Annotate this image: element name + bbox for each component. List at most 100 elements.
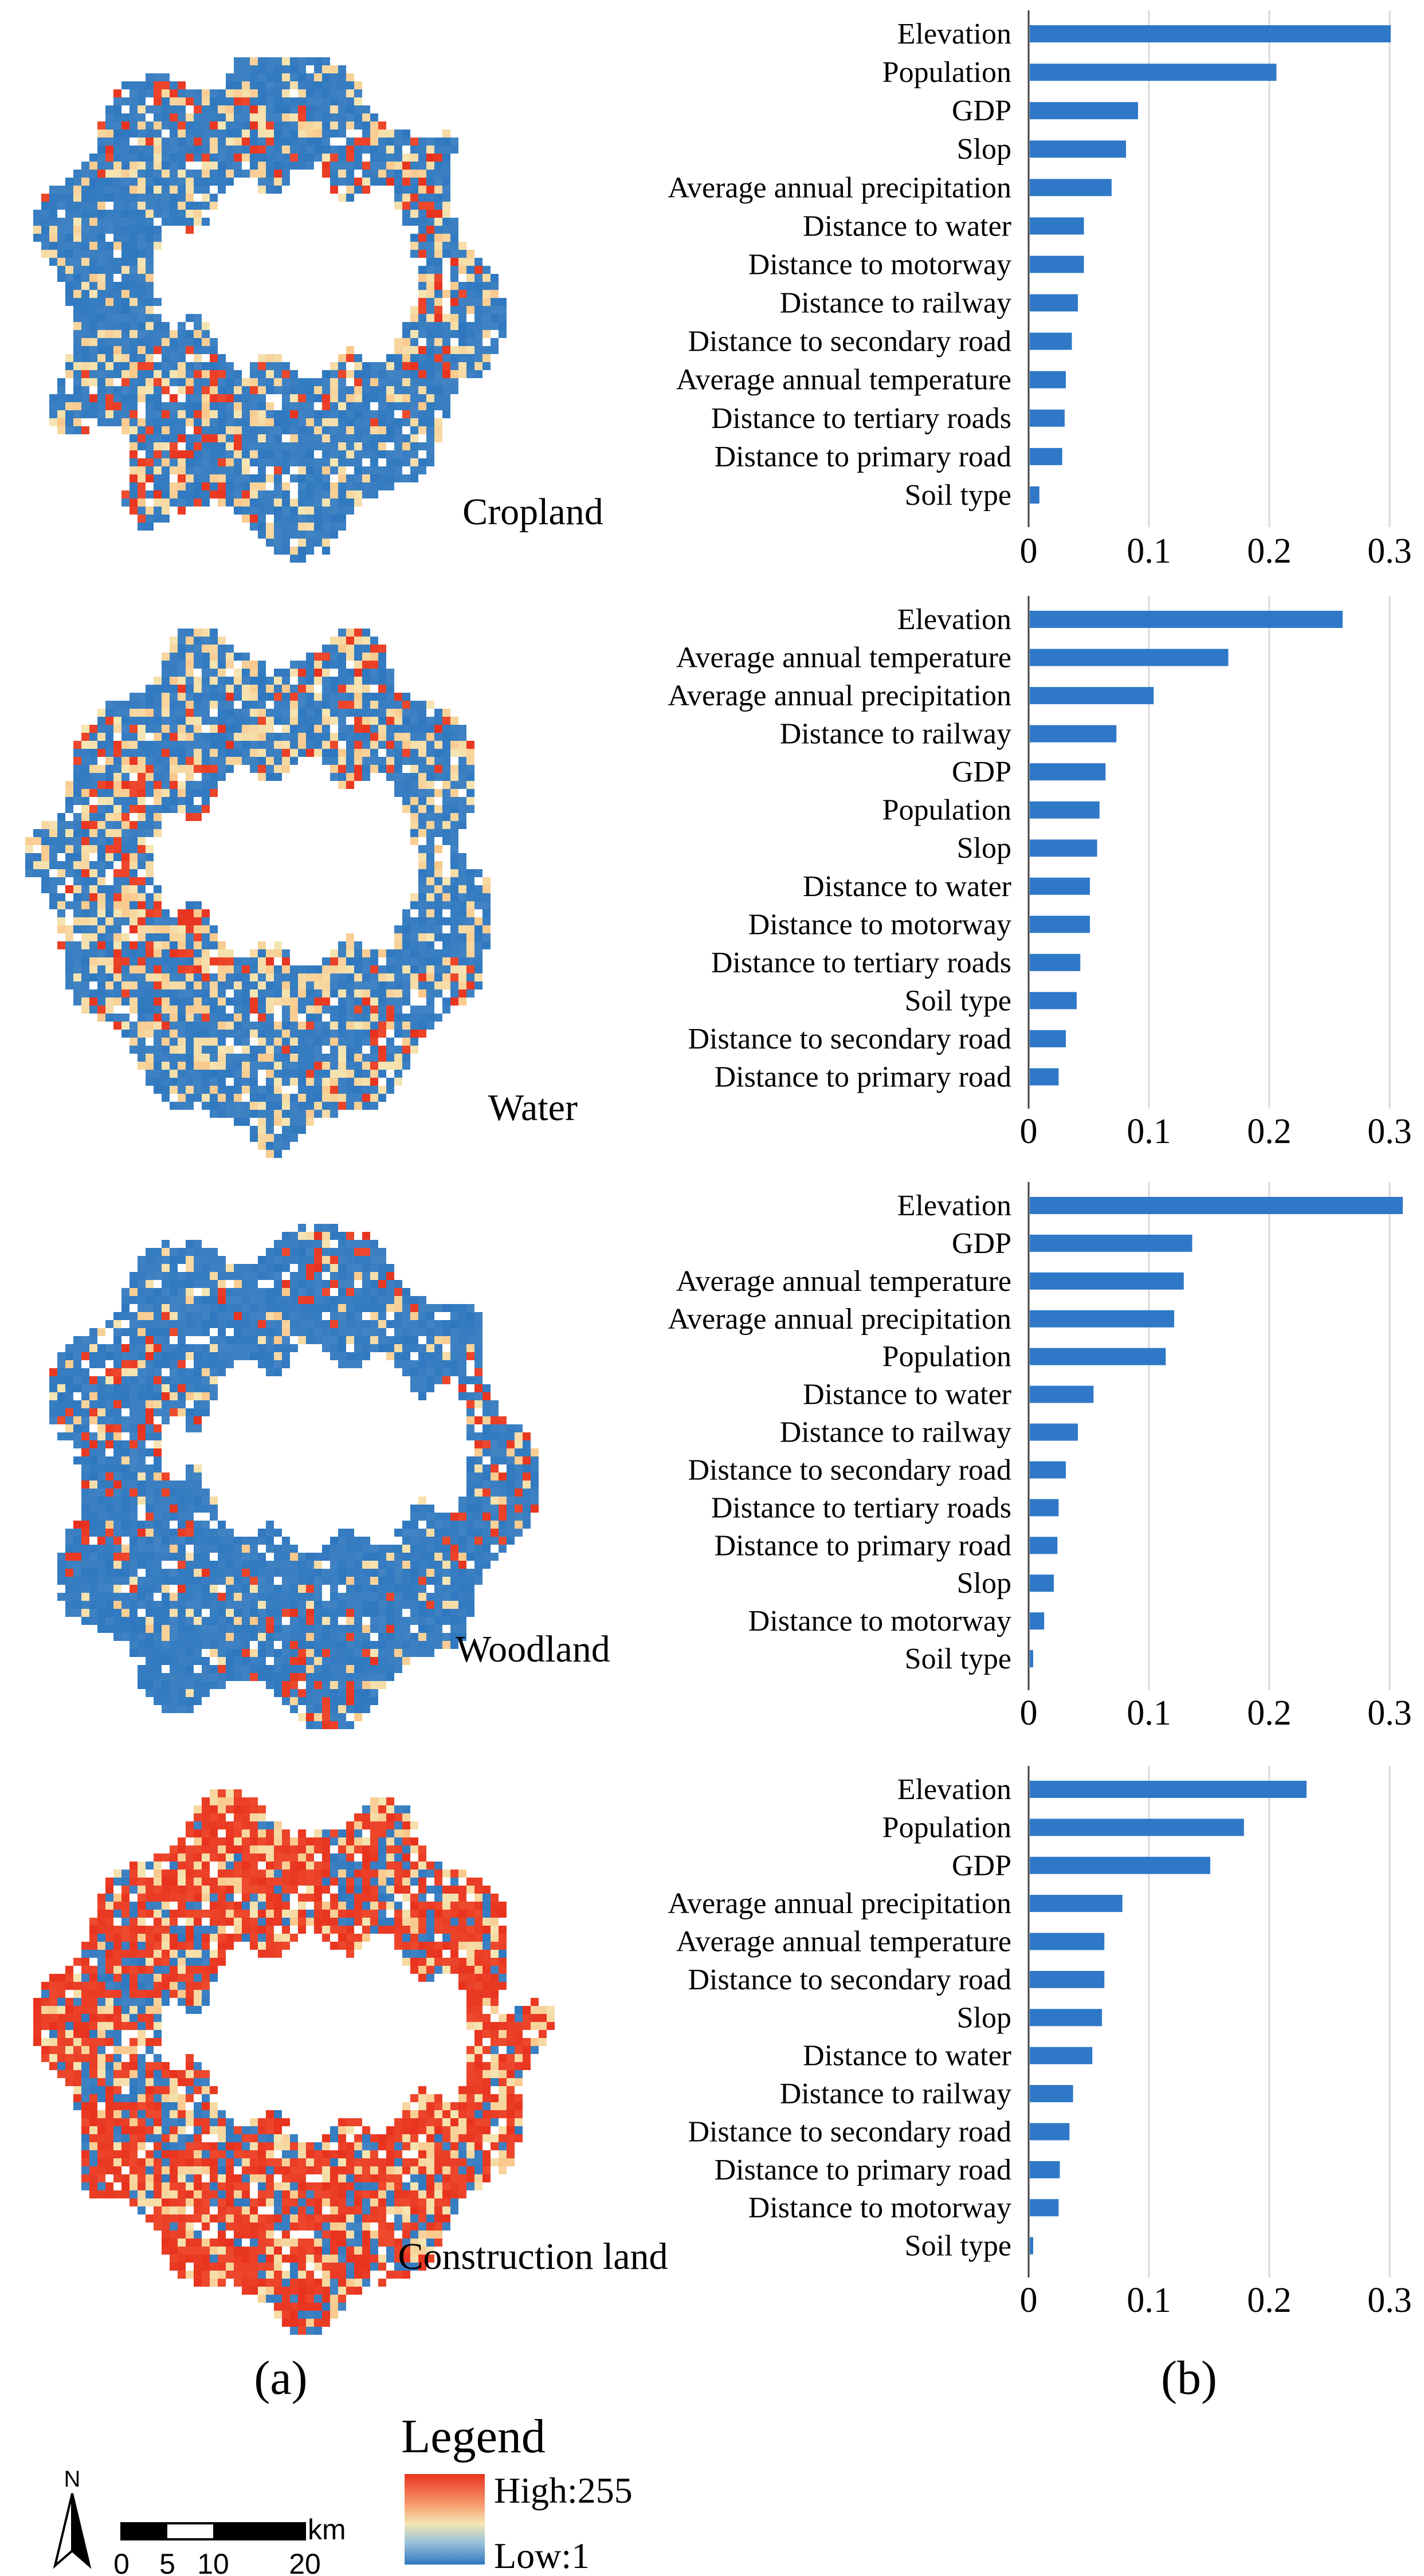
bar (1030, 1650, 1033, 1668)
bar (1030, 2161, 1060, 2178)
category-label: Distance to railway (780, 718, 1011, 751)
x-tick-label: 0.3 (1367, 2281, 1412, 2320)
bar (1030, 1461, 1066, 1479)
bar (1030, 1574, 1054, 1592)
x-tick-label: 0 (1020, 1694, 1038, 1733)
x-tick-label: 0.2 (1247, 532, 1292, 571)
bar (1030, 1933, 1105, 1950)
bar (1030, 179, 1112, 197)
scale-tick: 0 (113, 2548, 130, 2576)
category-label: GDP (952, 1227, 1011, 1260)
bar-chart-3: 0 0.1 0.2 0.3 Elevation Population GDP Average … (668, 1766, 1412, 2320)
x-tick-label: 0 (1020, 2281, 1038, 2320)
bar (1030, 877, 1090, 895)
category-label: Soil type (905, 984, 1011, 1017)
bar (1030, 839, 1097, 857)
category-label: Population (882, 1811, 1011, 1844)
category-label: GDP (952, 756, 1011, 788)
bar (1030, 256, 1084, 273)
bar (1030, 1310, 1174, 1328)
category-label: Population (882, 1341, 1011, 1373)
bar (1030, 1970, 1105, 1988)
bar (1030, 2237, 1033, 2255)
x-tick-label: 0.1 (1127, 532, 1171, 571)
x-tick-label: 0.2 (1247, 2281, 1292, 2320)
bar (1030, 763, 1106, 781)
bar (1030, 64, 1277, 81)
bar (1030, 1385, 1094, 1403)
category-label: Distance to water (803, 210, 1011, 242)
category-label: Slop (957, 2001, 1011, 2034)
bar (1030, 409, 1065, 427)
bar (1030, 1612, 1045, 1630)
x-tick-label: 0.2 (1247, 1112, 1292, 1151)
land-use-map-2 (49, 1224, 539, 1729)
land-use-map-3 (33, 1789, 555, 2335)
category-label: Slop (957, 133, 1011, 166)
category-label: Average annual temperature (676, 642, 1011, 674)
bar (1030, 1856, 1210, 1874)
legend-low-label: Low:1 (494, 2535, 590, 2576)
bar (1030, 2047, 1093, 2064)
category-label: Elevation (897, 1189, 1011, 1222)
category-label: Distance to secondary road (688, 1964, 1011, 1996)
category-label: Elevation (897, 18, 1011, 50)
category-label: Slop (957, 1567, 1011, 1600)
legend-title: Legend (401, 2410, 546, 2463)
category-label: Distance to motorway (748, 1605, 1011, 1638)
category-label: Distance to railway (780, 287, 1011, 320)
category-label: Elevation (897, 603, 1011, 636)
category-label: Soil type (905, 479, 1011, 512)
category-label: Distance to tertiary roads (711, 402, 1011, 435)
category-label: Distance to motorway (748, 908, 1011, 941)
panel-label-a: (a) (254, 2351, 307, 2405)
category-label: Average annual temperature (676, 364, 1011, 396)
bar (1030, 611, 1343, 628)
bar (1030, 649, 1229, 666)
map-panels: Cropland Water Woodland Construction land (25, 57, 668, 2335)
land-use-map-0 (33, 57, 507, 563)
bar (1030, 1030, 1066, 1047)
category-label: Average annual precipitation (668, 1303, 1011, 1336)
category-label: Distance to motorway (748, 248, 1011, 281)
color-legend: Legend High:255 Low:1 (401, 2410, 633, 2576)
panel-label-b: (b) (1161, 2351, 1217, 2405)
bar (1030, 1197, 1403, 1214)
north-arrow-icon: N (53, 2467, 92, 2569)
category-label: Average annual temperature (676, 1926, 1011, 1958)
legend-color-ramp (405, 2474, 485, 2565)
scale-tick: 20 (289, 2548, 321, 2576)
bar (1030, 102, 1138, 120)
bar (1030, 725, 1117, 743)
bar-chart-2: 0 0.1 0.2 0.3 Elevation GDP Average annual tem… (668, 1182, 1412, 1733)
bar (1030, 140, 1126, 158)
bar-chart-0: 0 0.1 0.2 0.3 Elevation Population GDP Slop Aver… (668, 10, 1412, 571)
category-label: Average annual precipitation (668, 680, 1011, 712)
scale-unit: km (308, 2514, 346, 2546)
category-label: Distance to railway (780, 2078, 1011, 2110)
bar (1030, 1781, 1307, 1798)
category-label: Slop (957, 832, 1011, 865)
category-label: Distance to secondary road (688, 1023, 1011, 1055)
category-label: GDP (952, 1849, 1011, 1882)
bar (1030, 1348, 1166, 1365)
x-tick-label: 0 (1020, 1112, 1038, 1151)
bar (1030, 1272, 1184, 1290)
category-label: Average annual temperature (676, 1265, 1011, 1298)
category-label: Soil type (905, 2230, 1011, 2263)
category-label: Distance to primary road (715, 2154, 1011, 2186)
category-label: Average annual precipitation (668, 1887, 1011, 1920)
bar (1030, 2199, 1059, 2217)
bar (1030, 1234, 1192, 1252)
bar (1030, 1499, 1059, 1517)
category-label: Soil type (905, 1643, 1011, 1675)
category-label: Distance to motorway (748, 2192, 1011, 2224)
category-label: GDP (952, 95, 1011, 127)
bar (1030, 1423, 1078, 1441)
category-label: Population (882, 56, 1011, 89)
bar (1030, 25, 1391, 42)
legend-high-label: High:255 (494, 2470, 633, 2511)
bar (1030, 1068, 1059, 1086)
scale-bar: km 0 5 10 20 (113, 2514, 346, 2576)
